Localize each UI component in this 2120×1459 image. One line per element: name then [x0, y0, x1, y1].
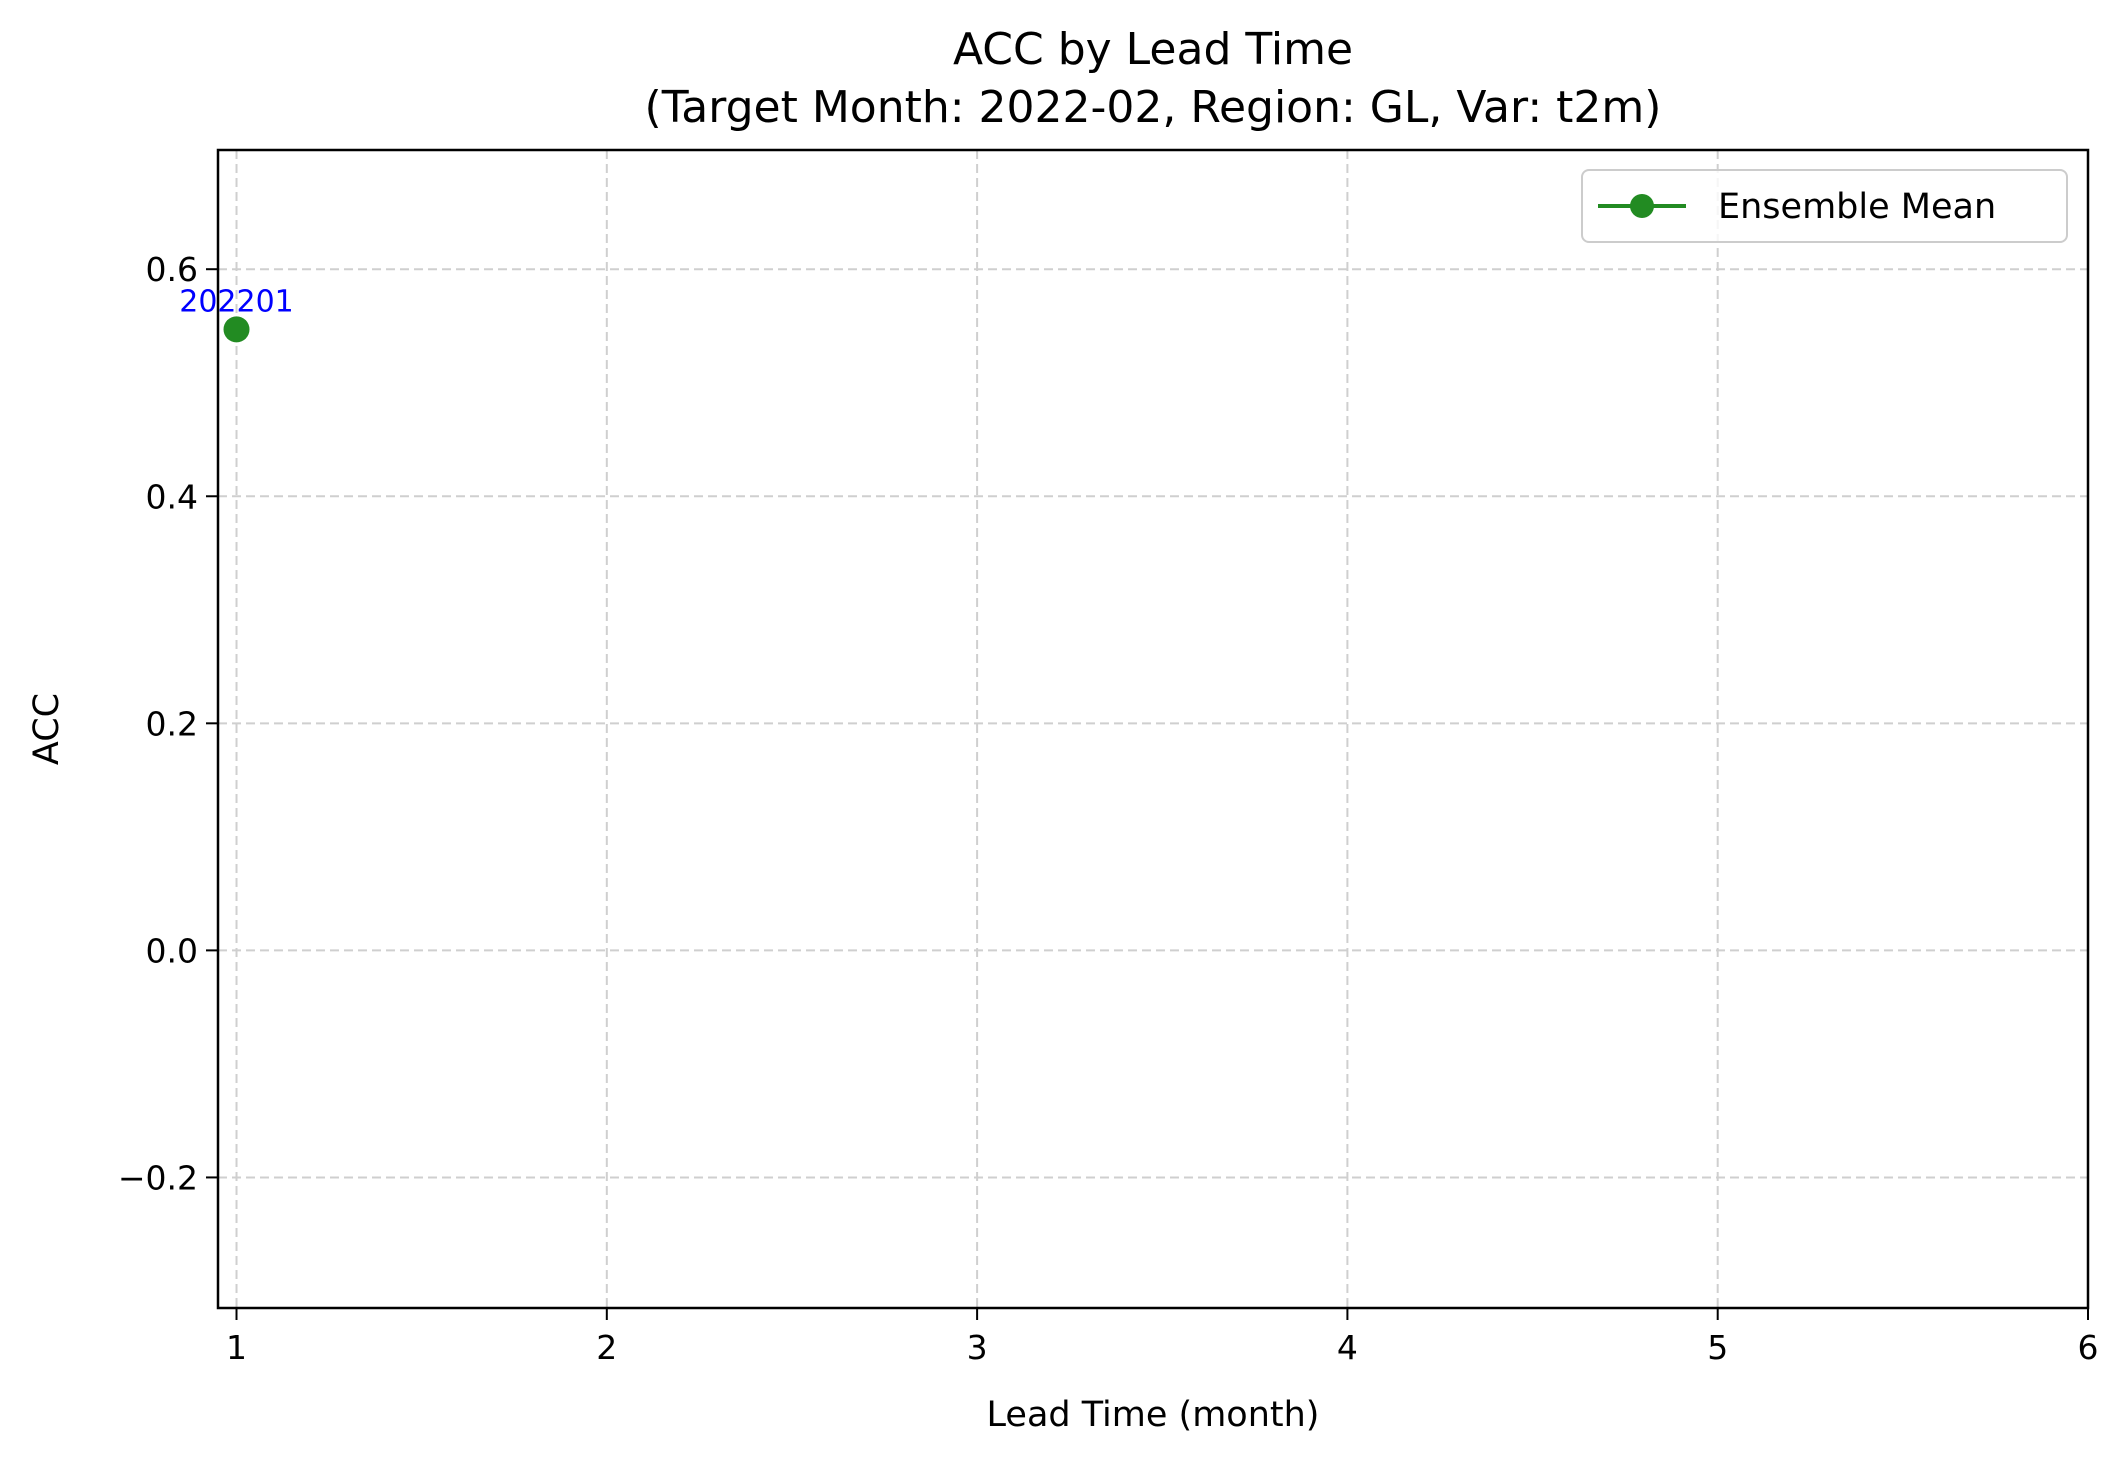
x-axis-ticks: 1 2 3 4 5 6 [226, 1308, 2099, 1367]
x-tick-label: 3 [967, 1328, 988, 1367]
x-tick-label: 1 [226, 1328, 247, 1367]
series-layer: 202201 [179, 284, 294, 343]
chart-title: ACC by Lead Time [953, 24, 1353, 75]
x-tick-label: 6 [2078, 1328, 2099, 1367]
legend-box [1581, 169, 2068, 243]
data-point-label: 202201 [179, 284, 294, 319]
x-axis-label: Lead Time (month) [987, 1395, 1320, 1435]
grid-lines [218, 150, 2089, 1308]
y-axis-ticks: −0.2 0.0 0.2 0.4 0.6 [118, 250, 218, 1197]
y-axis-label: ACC [27, 693, 67, 765]
plot-frame [216, 148, 2090, 1310]
chart-subtitle: (Target Month: 2022-02, Region: GL, Var:… [645, 82, 1662, 133]
x-tick-label: 2 [596, 1328, 617, 1367]
x-tick-label: 5 [1707, 1328, 1728, 1367]
y-tick-label: 0.4 [146, 477, 198, 516]
x-tick-label: 4 [1337, 1328, 1358, 1367]
y-tick-label: −0.2 [118, 1158, 198, 1197]
data-point [223, 316, 250, 343]
legend: Ensemble Mean [1581, 169, 2068, 243]
legend-label-ensemble-mean: Ensemble Mean [1718, 187, 1996, 227]
legend-marker-swatch [1630, 194, 1654, 218]
y-tick-label: 0.6 [146, 250, 198, 289]
y-tick-label: 0.2 [146, 704, 198, 743]
y-tick-label: 0.0 [146, 931, 198, 970]
